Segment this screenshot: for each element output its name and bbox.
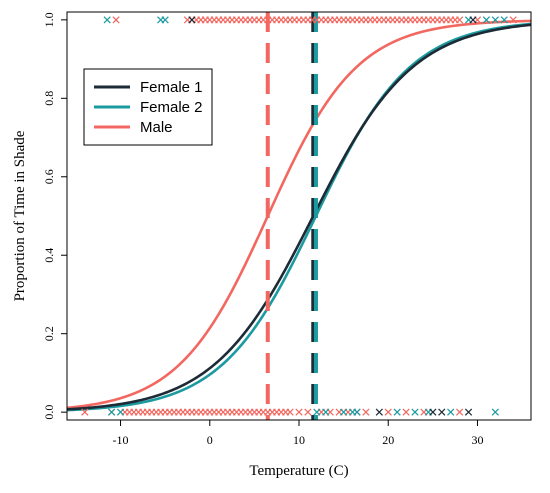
y-axis-label: Proportion of Time in Shade (12, 130, 28, 301)
curve-female-2 (67, 22, 531, 412)
point-marker (464, 408, 473, 416)
point-marker (161, 16, 169, 24)
point-marker (384, 408, 392, 416)
point-marker (438, 408, 446, 416)
y-tick-label: 0.6 (42, 169, 56, 184)
x-tick-label: 20 (382, 433, 394, 447)
x-tick-label: 30 (471, 433, 483, 447)
point-marker (286, 408, 294, 416)
x-tick-label: 10 (293, 433, 305, 447)
x-tick-label: 0 (207, 433, 213, 447)
legend: Female 1 Female 2 Male (83, 68, 213, 146)
point-marker (322, 408, 330, 416)
legend-label: Female 1 (140, 79, 203, 96)
point-marker (107, 408, 116, 416)
legend-label: Male (140, 119, 173, 136)
observation-points (81, 16, 517, 416)
point-marker (429, 408, 437, 416)
curve-female-1 (67, 23, 531, 411)
point-marker (313, 408, 321, 416)
y-tick-label: 0.4 (42, 248, 56, 263)
x-axis-label: Temperature (C) (249, 463, 348, 479)
point-marker (455, 408, 464, 416)
point-marker (411, 408, 419, 416)
curve-male (67, 19, 531, 410)
point-marker (402, 408, 410, 416)
point-marker (295, 408, 303, 416)
y-tick-label: 0.8 (42, 91, 56, 106)
point-marker (509, 16, 517, 24)
point-marker (469, 16, 477, 24)
point-marker (375, 408, 383, 416)
x-axis-ticks: -10 0 10 20 30 (113, 420, 483, 447)
point-marker (491, 16, 499, 24)
point-marker (393, 408, 401, 416)
point-marker (455, 16, 464, 24)
point-marker (112, 16, 120, 24)
point-marker (491, 408, 499, 416)
point-marker (339, 408, 348, 416)
point-marker (482, 16, 491, 24)
y-axis-ticks: 0.0 0.2 0.4 0.6 0.8 1.0 (42, 12, 67, 420)
y-tick-label: 1.0 (42, 12, 56, 27)
legend-label: Female 2 (140, 99, 203, 116)
point-marker (500, 16, 508, 24)
point-marker (304, 408, 312, 416)
series-curves (67, 19, 531, 412)
y-tick-label: 0.2 (42, 326, 56, 341)
point-marker (353, 408, 361, 416)
point-marker (447, 408, 455, 416)
point-marker (116, 408, 125, 416)
x-tick-label: -10 (113, 433, 129, 447)
y-tick-label: 0.0 (42, 405, 56, 420)
point-marker (81, 408, 89, 416)
plot-area (67, 12, 531, 420)
point-marker (188, 16, 196, 24)
threshold-lines (265, 12, 318, 420)
point-marker (362, 408, 370, 416)
point-marker (103, 16, 111, 24)
